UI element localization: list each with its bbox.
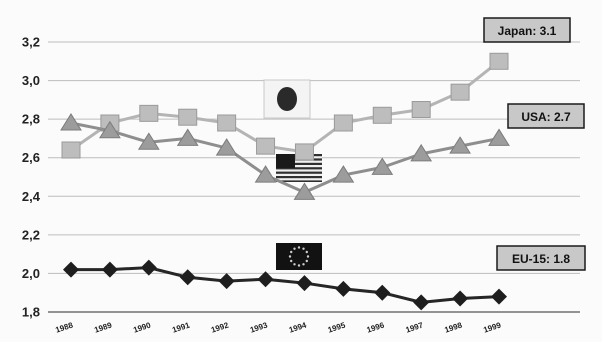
x-tick-label: 1996 [366,320,386,334]
usa-point [60,113,82,131]
japan-badge: Japan: 3.1 [483,17,571,43]
usa-line [70,121,500,194]
japan-point [489,52,509,70]
japan-point [61,141,81,159]
eu15-point [335,280,352,297]
eu15-line [71,266,500,304]
usa-point [410,143,433,162]
y-axis-ticks: 1,8 2,0 2,2 2,4 2,6 2,8 3,0 3,2 [22,35,41,320]
y-tick-label: 2,8 [22,112,40,127]
japan-badge-label: Japan: 3.1 [498,24,557,38]
y-tick-label: 1,8 [22,305,40,320]
y-tick-label: 2,2 [22,227,40,242]
usa-badge-label: USA: 2.7 [521,110,571,124]
x-tick-label: 1993 [249,320,269,334]
usa-point [449,136,471,154]
x-tick-label: 1995 [327,320,347,334]
eu15-badge-label: EU-15: 1.8 [512,252,570,266]
eu15-point [140,259,157,276]
y-tick-label: 3,0 [22,73,40,88]
usa-point [293,182,316,200]
usa-point [137,132,160,150]
usa-point [215,138,238,156]
eu15-point [452,290,469,307]
usa-point [371,157,394,175]
japan-point [411,101,431,118]
eu15-point [218,273,235,290]
usa-point [99,120,121,139]
x-tick-label: 1989 [93,320,113,334]
japan-point [178,108,198,126]
japan-point [139,104,159,122]
usa-series [60,113,510,200]
japan-point [256,137,276,155]
x-tick-label: 1998 [443,320,463,334]
usa-point [176,128,199,146]
y-tick-label: 2,4 [22,189,41,204]
eu15-point [63,261,79,278]
japan-point [294,143,314,161]
y-tick-label: 2,6 [22,150,40,165]
usa-badge: USA: 2.7 [507,103,585,129]
eu15-point [413,294,430,311]
eu15-point [374,284,391,301]
x-tick-label: 1991 [171,320,191,334]
japan-point [217,114,237,132]
x-tick-label: 1999 [482,320,502,334]
eu15-point [257,271,274,288]
japan-point [372,106,392,124]
x-tick-label: 1997 [405,320,425,334]
usa-point [254,165,277,183]
x-tick-label: 1990 [132,320,152,334]
eu15-point [101,261,118,278]
eu-flag-icon [276,243,322,270]
x-axis-ticks: 1988 1989 1990 1991 1992 1993 1994 1995 1996 1997… [54,320,502,334]
japan-flag-icon [263,79,311,119]
japan-series [61,52,509,161]
usa-point [332,165,355,183]
y-tick-label: 3,2 [22,35,40,50]
japan-point [333,114,353,132]
eu15-point [179,269,196,286]
y-tick-label: 2,0 [22,266,40,281]
eu15-point [296,275,313,292]
x-tick-label: 1994 [288,320,308,334]
eu15-badge: EU-15: 1.8 [496,245,586,271]
eu15-point [491,288,507,305]
x-tick-label: 1988 [54,320,74,334]
series-layer [60,52,510,311]
usa-point [488,128,510,146]
eu15-series [63,259,507,311]
japan-point [450,83,470,101]
x-tick-label: 1992 [210,320,230,334]
